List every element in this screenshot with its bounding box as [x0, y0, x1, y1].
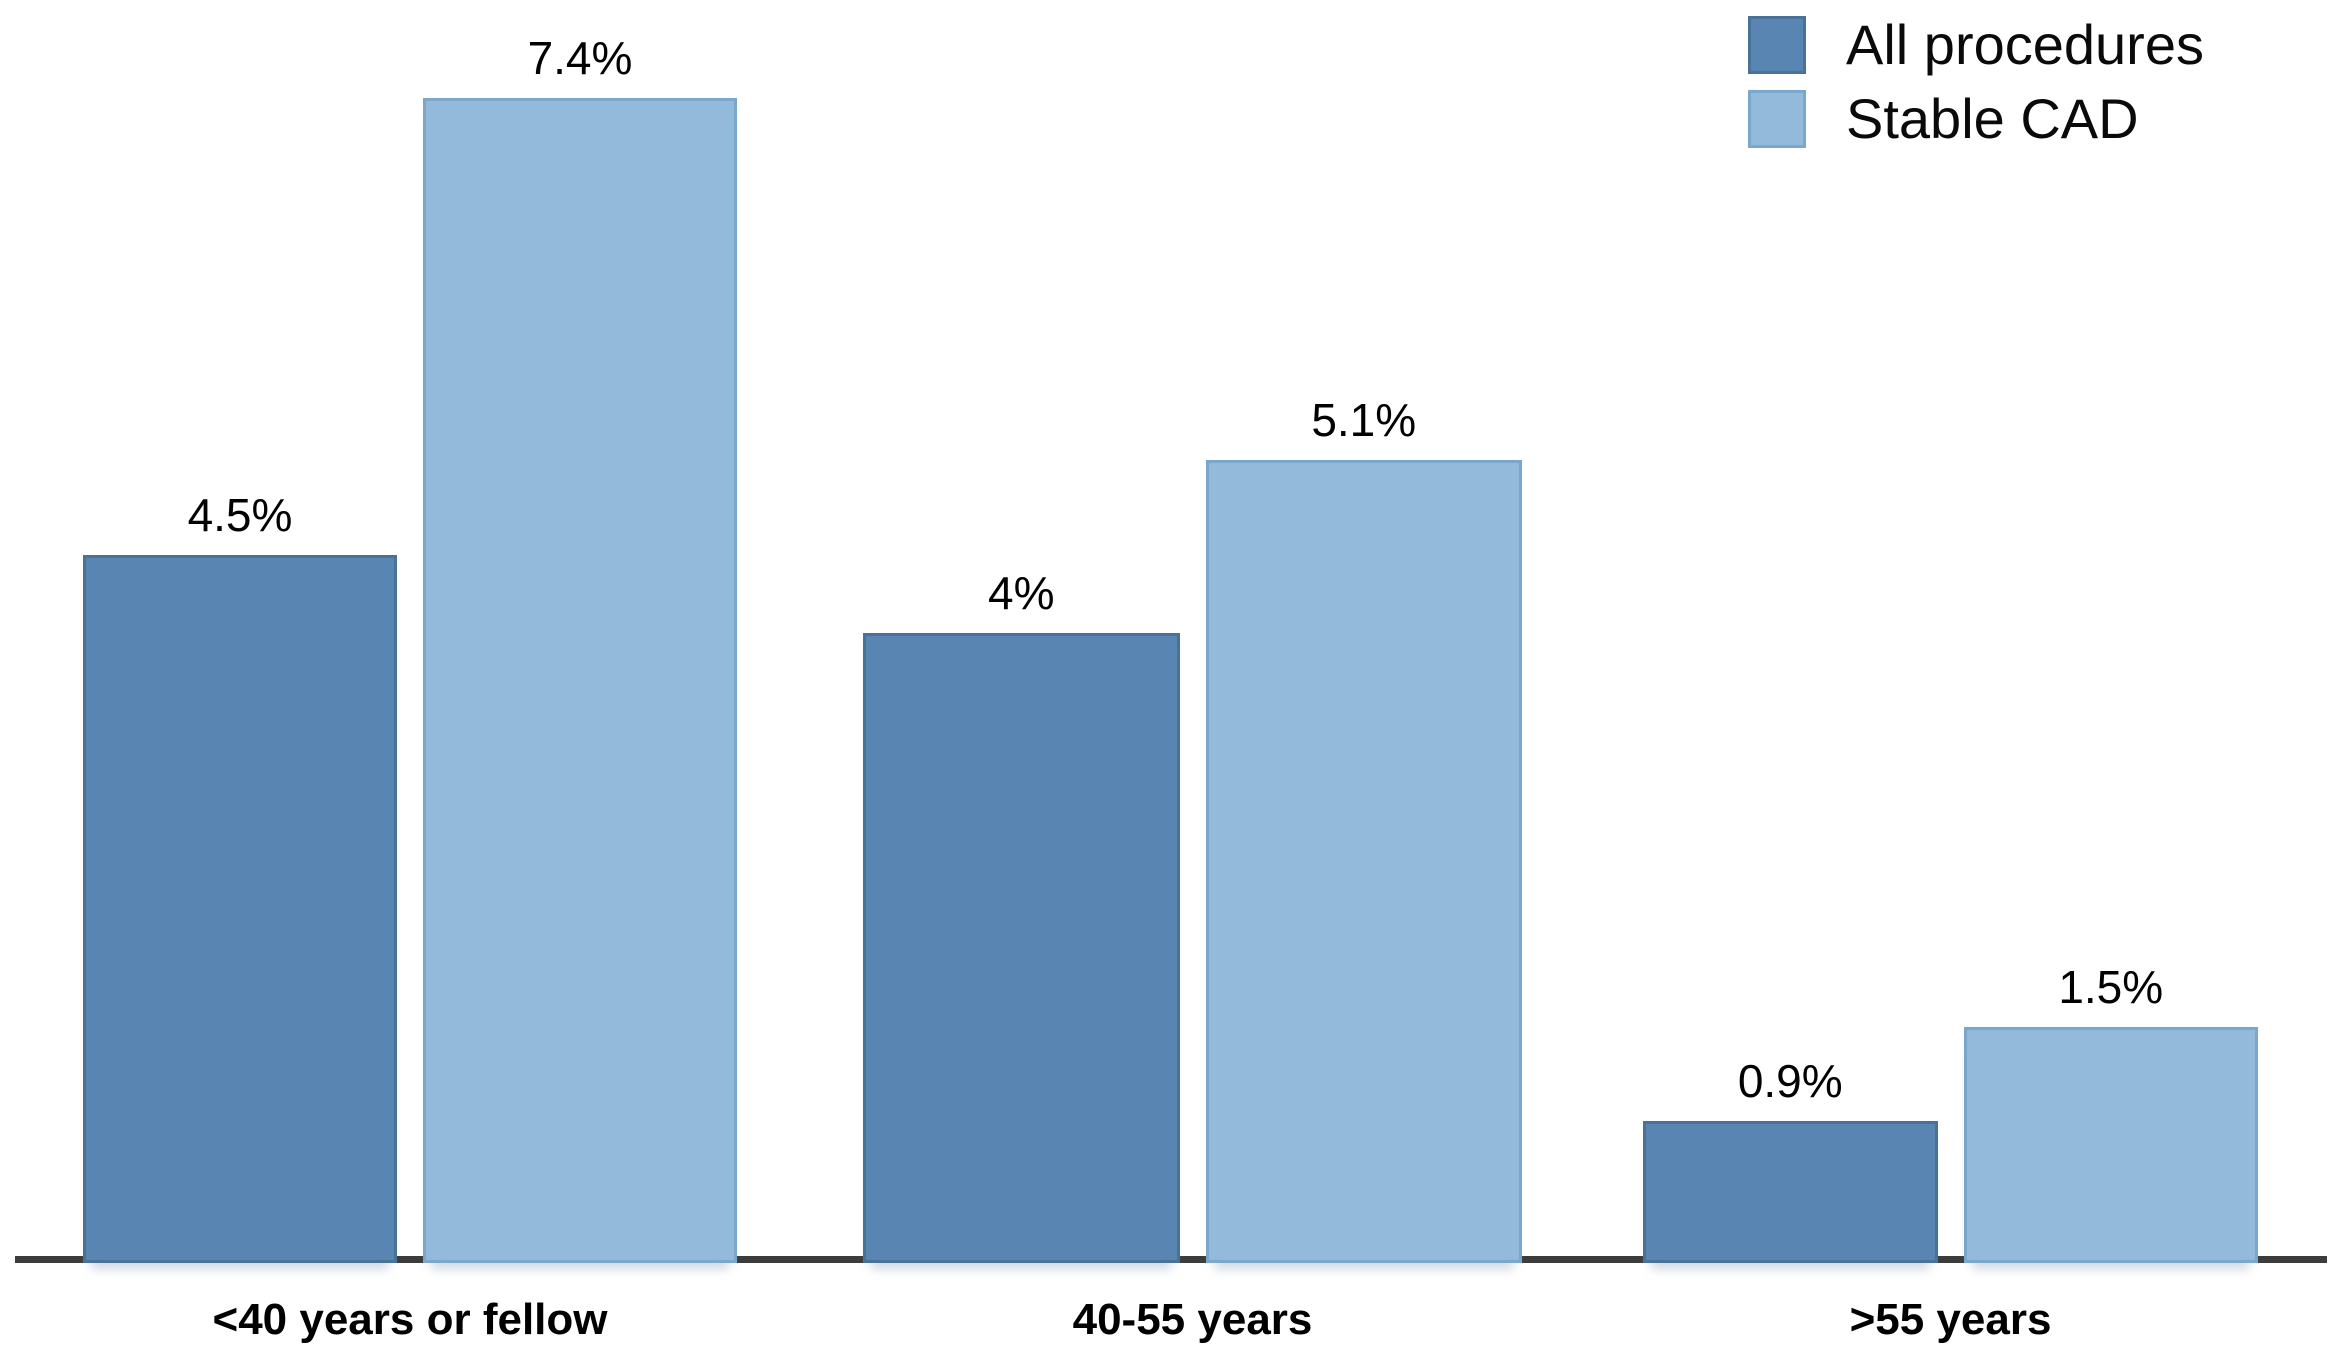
bar-col: 5.1%	[1205, 394, 1522, 1263]
bar-value-label: 0.9%	[1737, 1055, 1843, 1108]
bar-all-procedures	[863, 633, 1180, 1263]
bar-all-procedures	[1643, 1121, 1938, 1263]
category-label: 40-55 years	[1072, 1295, 1313, 1344]
category-label: >55 years	[1849, 1295, 2052, 1344]
bar-all-procedures	[83, 555, 397, 1263]
bar-value-label: 1.5%	[2058, 961, 2164, 1014]
legend-swatch-all-procedures-icon	[1748, 16, 1806, 74]
bar-value-label: 4.5%	[187, 489, 293, 542]
legend: All procedures Stable CAD	[1748, 16, 2204, 148]
bar-stable-cad	[423, 98, 737, 1263]
bar-value-label: 5.1%	[1311, 394, 1417, 447]
bar-stable-cad	[1963, 1027, 2258, 1263]
bar-value-label: 4%	[988, 567, 1055, 620]
bar-col: 1.5%	[1963, 961, 2258, 1263]
bar-col: 4%	[863, 568, 1180, 1263]
legend-label-all-procedures: All procedures	[1846, 13, 2204, 76]
legend-item-all-procedures: All procedures	[1748, 16, 2204, 74]
legend-item-stable-cad: Stable CAD	[1748, 90, 2204, 148]
bar-col: 4.5%	[83, 490, 397, 1263]
bar-group-1: 4.5% 7.4%	[83, 33, 737, 1263]
category-label: <40 years or fellow	[212, 1295, 608, 1344]
bar-col: 7.4%	[423, 33, 737, 1263]
bar-group-3: 0.9% 1.5%	[1643, 962, 2258, 1263]
bar-group-2: 4% 5.1%	[863, 395, 1522, 1263]
legend-label-stable-cad: Stable CAD	[1846, 87, 2139, 150]
bar-stable-cad	[1205, 460, 1522, 1263]
legend-swatch-stable-cad-icon	[1748, 90, 1806, 148]
bar-value-label: 7.4%	[527, 32, 633, 85]
bar-col: 0.9%	[1643, 1056, 1938, 1263]
